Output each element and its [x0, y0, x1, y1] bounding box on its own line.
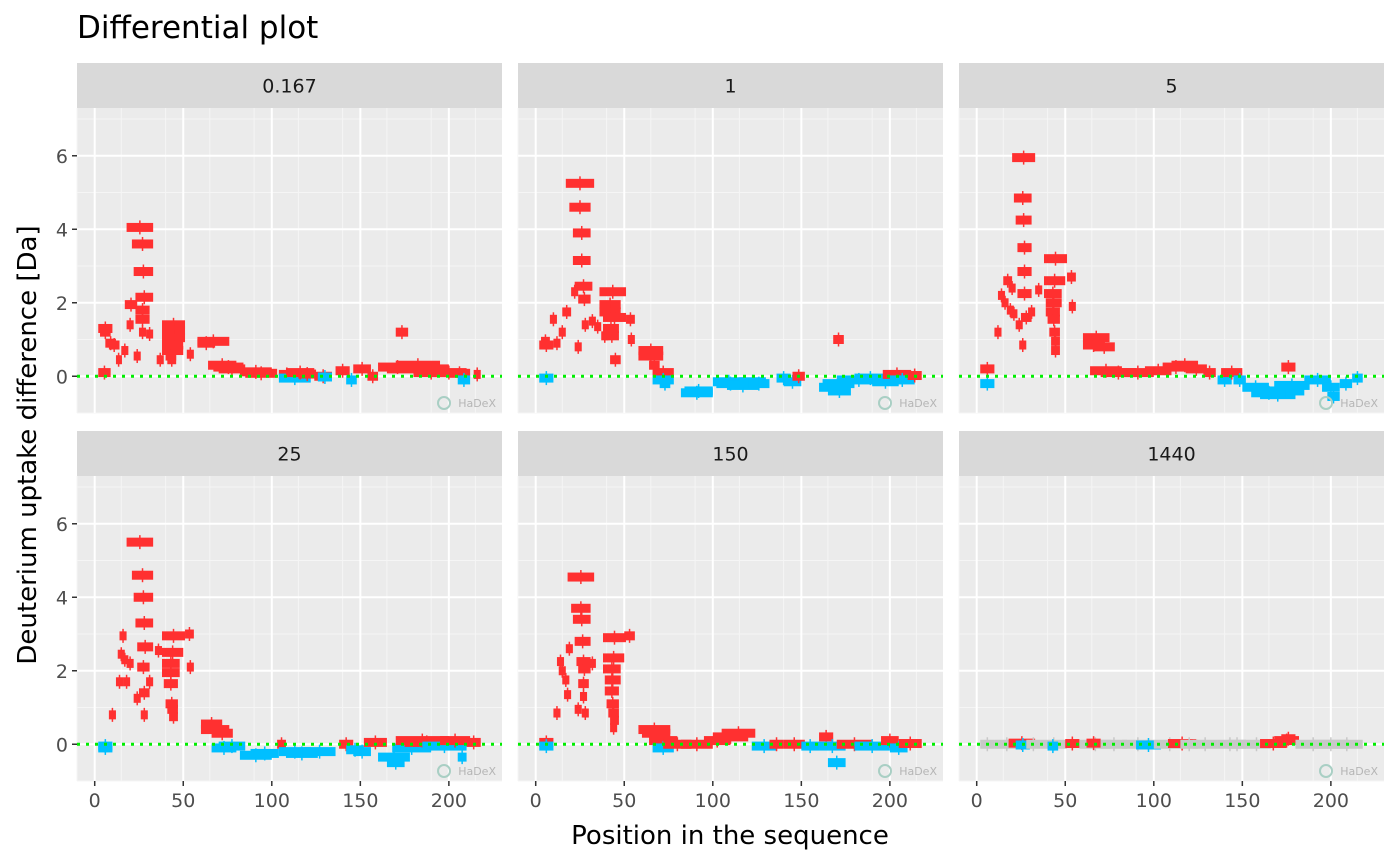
hadex-watermark: HaDeX: [1340, 397, 1378, 410]
facet-panel-5: 5 HaDeX: [958, 63, 1384, 414]
x-tick-label: 100: [695, 790, 731, 812]
y-tick-label: 0: [56, 366, 68, 388]
hadex-watermark: HaDeX: [458, 765, 496, 778]
x-tick-label: 200: [1313, 790, 1349, 812]
x-tick-label: 150: [342, 790, 378, 812]
hadex-logo-icon: [1319, 764, 1333, 778]
x-tick-label: 50: [171, 790, 195, 812]
y-tick-label: 2: [56, 293, 68, 315]
y-tick-label: 4: [56, 587, 68, 609]
hadex-logo-icon: [437, 396, 451, 410]
facet-strip-label: 25: [277, 444, 301, 466]
y-tick-label: 0: [56, 734, 68, 756]
x-tick-label: 100: [1136, 790, 1172, 812]
x-tick-label: 200: [872, 790, 908, 812]
hadex-logo-icon: [878, 396, 892, 410]
facet-strip: [518, 63, 943, 108]
facet-strip: [518, 431, 943, 476]
panel-background: [959, 476, 1384, 781]
hadex-watermark: HaDeX: [899, 397, 937, 410]
hadex-watermark: HaDeX: [1340, 765, 1378, 778]
facet-panel-1: 1 HaDeX: [517, 63, 943, 414]
y-tick-label: 2: [56, 661, 68, 683]
facet-strip-label: 1: [724, 76, 736, 98]
facet-panel-1440: 1440 HaDeX 0 50 100 150 200: [958, 431, 1384, 812]
x-tick-label: 100: [254, 790, 290, 812]
facet-strip: [959, 431, 1384, 476]
facet-strip: [959, 63, 1384, 108]
facet-panel-0.167: 0.167 HaDeX 0 2 4 6: [56, 63, 502, 414]
hadex-logo-icon: [878, 764, 892, 778]
y-tick-label: 6: [56, 146, 68, 168]
facet-panel-150: 150 HaDeX 0 50 100 150 200: [517, 431, 943, 812]
facet-panel-25: 25 HaDeX 0 2 4 6 0 50 100 150 200: [56, 431, 502, 812]
facet-strip-label: 1440: [1147, 444, 1195, 466]
x-tick-label: 150: [1224, 790, 1260, 812]
x-tick-label: 200: [431, 790, 467, 812]
facet-strip: [77, 431, 502, 476]
facet-strip-label: 0.167: [262, 76, 316, 98]
hadex-watermark: HaDeX: [458, 397, 496, 410]
x-tick-label: 0: [89, 790, 101, 812]
y-tick-label: 4: [56, 219, 68, 241]
x-axis-label: Position in the sequence: [571, 821, 889, 851]
facet-strip-label: 150: [712, 444, 748, 466]
facet-strip: [77, 63, 502, 108]
chart-title: Differential plot: [77, 10, 319, 46]
y-tick-label: 6: [56, 514, 68, 536]
facet-strip-label: 5: [1165, 76, 1177, 98]
hadex-logo-icon: [437, 764, 451, 778]
x-tick-label: 0: [530, 790, 542, 812]
panel-background: [77, 476, 502, 781]
x-tick-label: 50: [612, 790, 636, 812]
x-tick-label: 150: [783, 790, 819, 812]
hadex-watermark: HaDeX: [899, 765, 937, 778]
x-tick-label: 50: [1053, 790, 1077, 812]
hadex-logo-icon: [1319, 396, 1333, 410]
x-tick-label: 0: [971, 790, 983, 812]
